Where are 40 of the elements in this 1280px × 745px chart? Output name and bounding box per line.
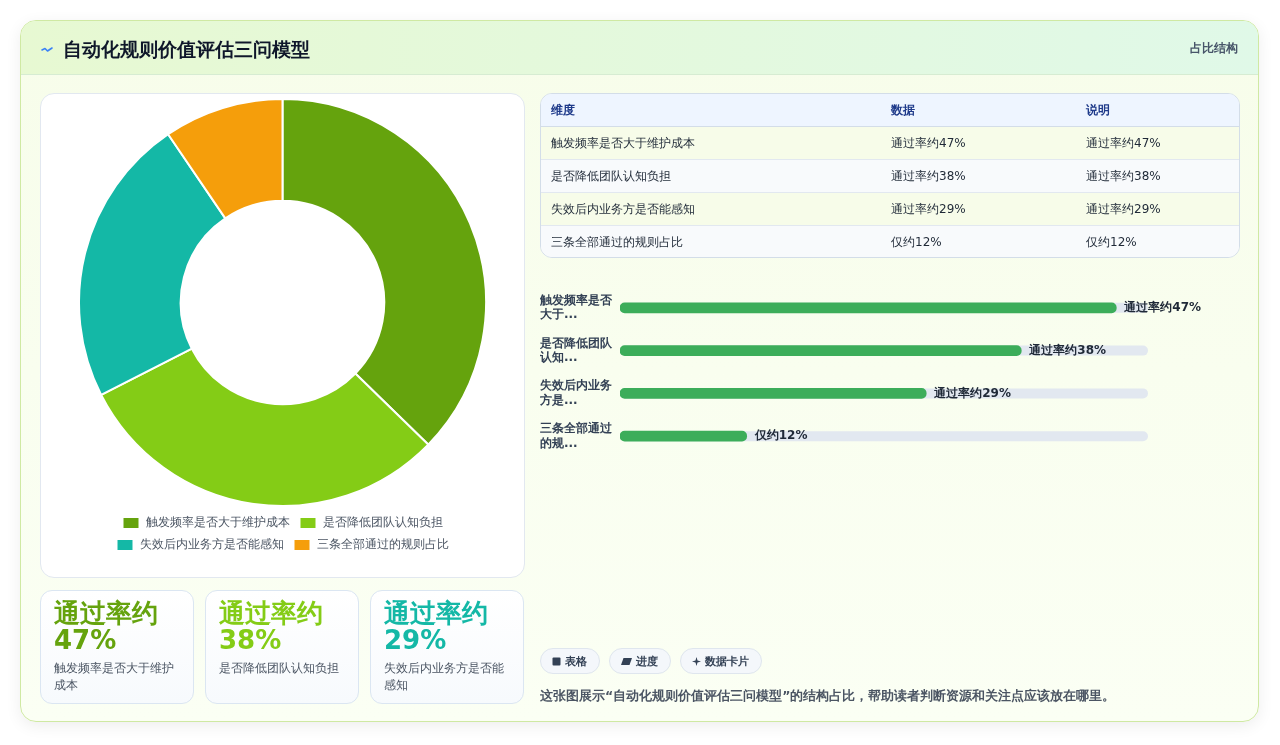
data-label: 通过率约38%: [1028, 342, 1107, 357]
category-label: 表格: [565, 653, 587, 669]
text: 维度: [541, 94, 881, 127]
text: 通过率约38%: [219, 598, 323, 655]
category-label: 进度: [636, 653, 658, 669]
text: 通过率约47%: [1076, 126, 1239, 160]
legend-label: 失效后内业务方是否能感知: [139, 537, 284, 552]
text: 通过率约29%: [881, 192, 1076, 226]
text: 通过率约38%: [881, 159, 1076, 193]
chart-title: 自动化规则价值评估三问模型: [63, 37, 310, 61]
text: 这张图展示“自动化规则价值评估三问模型”的结构占比，帮助读者判断资源和关注点应该放在哪里。: [540, 688, 1117, 705]
y-tick-label: 是否降低团队认知...: [539, 335, 613, 364]
y-tick-label: 失效后内业务方是...: [539, 378, 612, 407]
text: 通过率约47%: [881, 126, 1076, 160]
category-label: 失效后内业务方是否能感知: [384, 660, 505, 694]
text: 通过率约47%: [54, 598, 158, 655]
bar: [620, 430, 748, 442]
text: 仅约12%: [881, 225, 1076, 258]
text: 触发频率是否大于维护成本: [541, 126, 881, 160]
text: 数据: [881, 94, 1076, 127]
legend-label: 触发频率是否大于维护成本: [145, 515, 290, 530]
legend-label: 三条全部通过的规则占比: [316, 537, 449, 552]
text: 占比结构: [1190, 40, 1238, 56]
category-label: 触发频率是否大于维护成本: [54, 660, 175, 694]
text: 仅约12%: [1076, 225, 1239, 258]
category-label: 数据卡片: [705, 653, 749, 669]
category-label: 是否降低团队认知负担: [219, 660, 340, 677]
text: 三条全部通过的规则占比: [541, 225, 881, 258]
text: 是否降低团队认知负担: [541, 159, 881, 193]
text: 通过率约29%: [1076, 192, 1239, 226]
text: 通过率约38%: [1076, 159, 1239, 193]
text: 失效后内业务方是否能感知: [541, 192, 881, 226]
legend-label: 是否降低团队认知负担: [322, 515, 443, 530]
data-label: 仅约12%: [753, 428, 808, 443]
y-tick-label: 触发频率是否大于...: [539, 292, 613, 322]
data-label: 通过率约29%: [933, 385, 1011, 400]
data-label: 通过率约47%: [1123, 299, 1202, 314]
text: 说明: [1076, 94, 1239, 127]
y-tick-label: 三条全部通过的规...: [540, 421, 613, 450]
text: 通过率约29%: [384, 598, 488, 655]
